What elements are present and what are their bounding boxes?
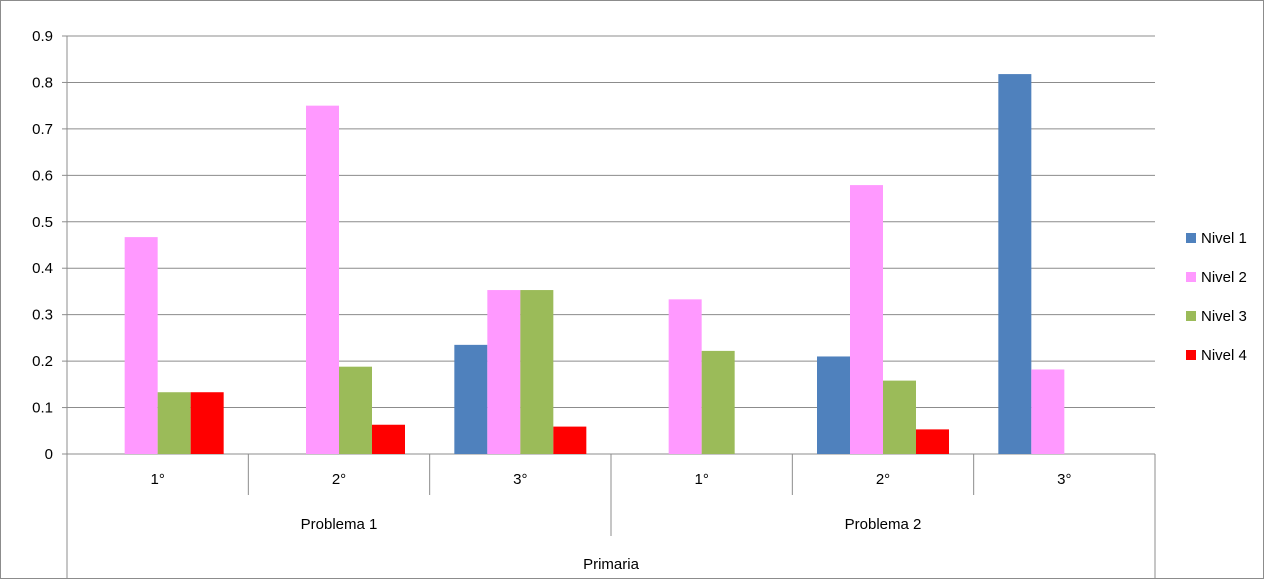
x-tick-label: 2°: [332, 471, 346, 488]
bar-nivel-4: [916, 429, 949, 454]
supergroup-label: Primaria: [583, 556, 639, 573]
legend-label: Nivel 2: [1201, 269, 1247, 286]
bar-nivel-1: [998, 74, 1032, 454]
bar-nivel-2: [306, 105, 339, 455]
y-tick-label: 0.6: [32, 167, 53, 184]
legend-swatch: [1186, 272, 1196, 282]
bar-nivel-2: [850, 185, 883, 454]
legend-swatch: [1186, 311, 1196, 321]
legend-label: Nivel 3: [1201, 308, 1247, 325]
bar-nivel-2: [668, 299, 702, 454]
bar-nivel-1: [817, 356, 850, 454]
y-tick-label: 0.5: [32, 214, 53, 231]
bar-nivel-4: [553, 426, 587, 454]
y-tick-label: 0: [45, 446, 53, 463]
legend: Nivel 1 Nivel 2 Nivel 3 Nivel 4: [1186, 230, 1247, 364]
legend-label: Nivel 4: [1201, 347, 1247, 364]
bar-nivel-1: [454, 344, 488, 454]
legend-swatch: [1186, 350, 1196, 360]
x-tick-label: 1°: [694, 471, 708, 488]
group-label: Problema 2: [845, 516, 922, 533]
x-tick-label: 2°: [876, 471, 890, 488]
legend-swatch: [1186, 233, 1196, 243]
bar-nivel-3: [701, 350, 735, 454]
group-label: Problema 1: [301, 516, 378, 533]
bar-nivel-3: [339, 366, 372, 454]
bar-nivel-2: [1031, 369, 1065, 454]
x-tick-label: 3°: [1057, 471, 1071, 488]
axes: [62, 35, 1156, 578]
gridlines: [67, 35, 1155, 409]
bar-nivel-3: [157, 392, 191, 454]
y-tick-label: 0.8: [32, 74, 53, 91]
x-tick-label: 1°: [150, 471, 164, 488]
x-tick-label: 3°: [513, 471, 527, 488]
y-tick-label: 0.7: [32, 121, 53, 138]
y-tick-label: 0.3: [32, 307, 53, 324]
legend-label: Nivel 1: [1201, 230, 1247, 247]
y-tick-label: 0.9: [32, 28, 53, 45]
y-tick-label: 0.2: [32, 353, 53, 370]
y-tick-label: 0.1: [32, 400, 53, 417]
bars: [124, 74, 1065, 455]
bar-nivel-3: [883, 380, 916, 454]
bar-nivel-2: [124, 237, 158, 454]
bar-nivel-4: [372, 424, 405, 454]
y-tick-label: 0.4: [32, 260, 53, 277]
bar-nivel-2: [487, 290, 521, 454]
axis-labels: 0 0.1 0.2 0.3 0.4 0.5 0.6 0.7 0.8 0.9 1° 2° 3° 1° 2° 3°…: [32, 28, 1071, 573]
bar-nivel-3: [520, 290, 554, 454]
bar-nivel-4: [190, 392, 224, 454]
